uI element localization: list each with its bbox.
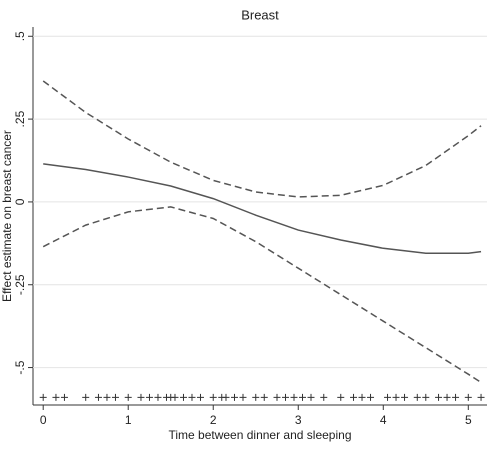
y-tick-label: .5: [13, 31, 27, 41]
x-tick-label: 1: [125, 413, 132, 427]
rug-marker: [273, 393, 281, 401]
rug-marker: [94, 393, 102, 401]
y-axis-label: Effect estimate on breast cancer: [0, 130, 14, 302]
rug-marker: [222, 393, 230, 401]
rug-marker: [188, 393, 196, 401]
rug-marker: [413, 393, 421, 401]
rug-marker: [179, 393, 187, 401]
rug-marker: [196, 393, 204, 401]
rug-marker: [392, 393, 400, 401]
rug-marker: [422, 393, 430, 401]
rug-marker: [145, 393, 153, 401]
x-axis-label: Time between dinner and sleeping: [168, 428, 351, 442]
rug-marker: [401, 393, 409, 401]
rug-marker: [230, 393, 238, 401]
rug-marker: [367, 393, 375, 401]
rug-marker: [443, 393, 451, 401]
y-tick-label: -.5: [13, 360, 27, 374]
rug-marker: [477, 393, 485, 401]
y-tick-label: -.25: [13, 274, 27, 295]
x-tick-label: 5: [465, 413, 472, 427]
rug-marker: [111, 393, 119, 401]
rug-marker: [239, 393, 247, 401]
rug-marker: [337, 393, 345, 401]
chart-title: Breast: [241, 7, 279, 22]
rug-marker: [137, 393, 145, 401]
rug-marker: [290, 393, 298, 401]
rug-marker: [452, 393, 460, 401]
x-tick-label: 2: [210, 413, 217, 427]
rug-marker: [124, 393, 132, 401]
rug-marker: [299, 393, 307, 401]
rug-marker: [358, 393, 366, 401]
rug-marker: [350, 393, 358, 401]
rug-marker: [52, 393, 60, 401]
y-tick-label: .25: [13, 110, 27, 127]
rug-marker: [209, 393, 217, 401]
rug-marker: [154, 393, 162, 401]
x-tick-label: 4: [380, 413, 387, 427]
y-tick-label: 0: [13, 198, 27, 205]
rug-marker: [435, 393, 443, 401]
rug-marker: [464, 393, 472, 401]
rug-marker: [60, 393, 68, 401]
rug-marker: [171, 393, 179, 401]
rug-marker: [103, 393, 111, 401]
rug-marker: [82, 393, 90, 401]
series-line: [42, 80, 482, 198]
x-tick-label: 3: [295, 413, 302, 427]
rug-marker: [39, 393, 47, 401]
rug-marker: [384, 393, 392, 401]
rug-marker: [252, 393, 260, 401]
rug-marker: [282, 393, 290, 401]
rug-marker: [307, 393, 315, 401]
rug-marker: [260, 393, 268, 401]
rug-marker: [320, 393, 328, 401]
series-line: [43, 163, 482, 255]
x-tick-label: 0: [40, 413, 47, 427]
